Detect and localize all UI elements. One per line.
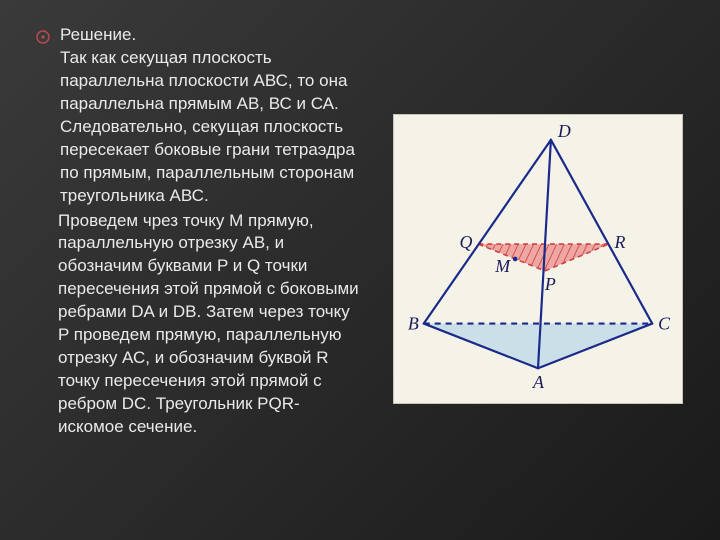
text-body: Решение. Так как секущая плоскость парал…: [60, 24, 364, 208]
solution-heading: Решение.: [60, 24, 364, 47]
svg-text:P: P: [544, 274, 556, 294]
tetrahedron-figure: A B C D Q P R M: [393, 114, 683, 404]
svg-text:C: C: [658, 314, 671, 334]
paragraph-1: Так как секущая плоскость параллельна пл…: [60, 47, 364, 208]
svg-text:B: B: [408, 314, 419, 334]
svg-text:R: R: [613, 232, 625, 252]
bullet-icon: [36, 30, 50, 49]
slide: Решение. Так как секущая плоскость парал…: [0, 0, 720, 540]
svg-text:A: A: [532, 372, 544, 392]
svg-text:Q: Q: [460, 232, 473, 252]
bullet-block: Решение. Так как секущая плоскость парал…: [36, 24, 364, 208]
figure-column: A B C D Q P R M: [376, 24, 700, 516]
svg-text:D: D: [557, 121, 571, 141]
svg-text:M: M: [494, 256, 511, 276]
text-column: Решение. Так как секущая плоскость парал…: [36, 24, 376, 516]
paragraph-2: Проведем чрез точку М прямую, параллельн…: [58, 210, 364, 439]
